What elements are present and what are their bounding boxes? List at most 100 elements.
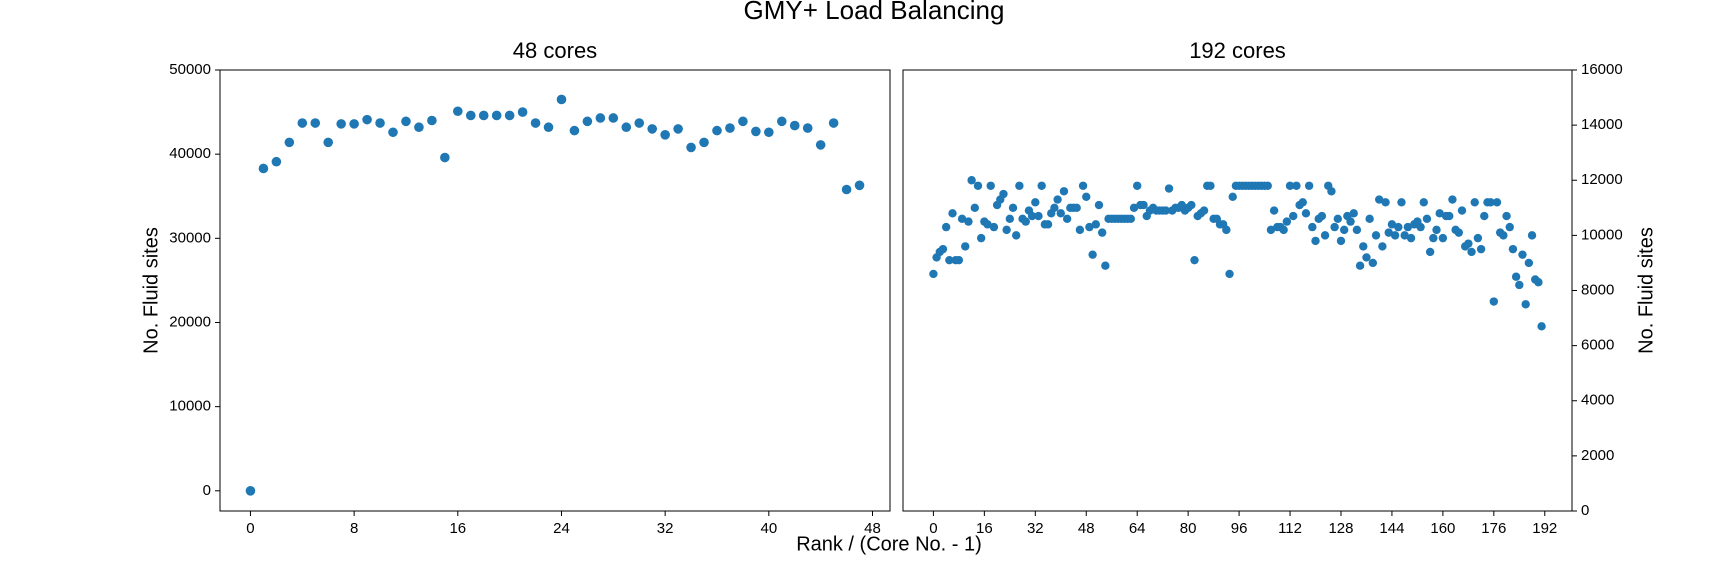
data-point (738, 116, 748, 127)
data-point (1365, 214, 1374, 224)
data-point (1011, 231, 1021, 240)
data-point (1476, 244, 1486, 254)
data-point (660, 130, 670, 140)
x-tick-label: 32 (657, 520, 674, 537)
data-point (1371, 231, 1381, 240)
data-point (310, 118, 321, 128)
data-point (957, 214, 967, 224)
data-point (1381, 198, 1390, 207)
x-tick-label: 24 (553, 520, 570, 537)
x-tick-label: 64 (1129, 520, 1146, 537)
data-point (258, 163, 269, 174)
x-tick-label: 16 (449, 520, 466, 537)
data-point (1534, 278, 1543, 287)
data-point (1199, 206, 1209, 215)
data-point (297, 118, 308, 128)
data-point (1515, 280, 1524, 290)
data-point (1457, 206, 1467, 215)
data-point (712, 125, 722, 136)
data-point (1339, 225, 1349, 235)
data-point (1285, 181, 1295, 190)
data-point (1279, 225, 1288, 235)
data-point (1091, 220, 1101, 229)
data-point (1225, 269, 1234, 279)
data-point (1206, 181, 1215, 190)
data-point (841, 184, 852, 195)
y-tick-label: 10000 (169, 398, 211, 415)
data-point (954, 255, 964, 265)
data-point (1492, 198, 1502, 207)
data-point (401, 116, 411, 127)
data-point (491, 110, 502, 121)
data-point (1317, 211, 1327, 221)
data-point (941, 222, 951, 232)
data-point (999, 189, 1008, 199)
data-point (1425, 247, 1435, 257)
y-tick-label: 0 (1581, 502, 1589, 519)
data-point (1097, 228, 1107, 237)
data-point (1422, 214, 1432, 224)
data-point (1387, 220, 1397, 229)
data-point (1511, 272, 1521, 281)
data-point (414, 122, 424, 133)
data-point (1298, 198, 1307, 207)
data-point (1228, 192, 1237, 201)
data-point (1429, 233, 1438, 243)
y-tick-label: 50000 (169, 61, 211, 78)
data-point (1021, 217, 1030, 226)
data-point (504, 110, 515, 121)
data-point (938, 244, 948, 254)
x-tick-label: 96 (1231, 520, 1248, 537)
data-point (595, 113, 606, 123)
data-point (1050, 203, 1059, 213)
data-point (1419, 198, 1428, 207)
data-point (1075, 225, 1085, 235)
data-point (1072, 203, 1081, 213)
data-point (1521, 300, 1530, 309)
data-point (1394, 222, 1403, 232)
y-tick-label: 16000 (1581, 61, 1623, 78)
data-point (1400, 231, 1409, 240)
data-point (1187, 200, 1196, 210)
data-point (1269, 206, 1279, 215)
data-point (751, 126, 761, 137)
data-point (976, 233, 986, 243)
x-tick-label: 48 (864, 520, 881, 537)
x-tick-label: 16 (976, 520, 993, 537)
x-tick-label: 80 (1180, 520, 1197, 537)
data-point (1043, 220, 1053, 229)
data-point (556, 94, 567, 105)
data-point (1352, 225, 1362, 235)
data-point (1282, 217, 1292, 226)
data-point (802, 123, 813, 133)
data-point (970, 203, 980, 213)
data-point (815, 140, 826, 150)
x-tick-label: 48 (1078, 520, 1095, 537)
data-point (764, 127, 774, 138)
data-point (1384, 228, 1393, 237)
data-point (1368, 258, 1378, 268)
data-point (1161, 206, 1171, 215)
subplot-title: 192 cores (1189, 38, 1286, 63)
y-axis-label: No. Fluid sites (140, 227, 162, 354)
data-point (1445, 211, 1454, 221)
data-point (1489, 297, 1499, 306)
data-point (271, 156, 282, 167)
data-point (1002, 225, 1011, 235)
data-point (647, 124, 657, 134)
data-point (1359, 242, 1368, 251)
data-point (1397, 198, 1406, 207)
data-point (1390, 231, 1400, 240)
data-point (1292, 181, 1301, 190)
data-point (1085, 222, 1094, 232)
data-point (440, 152, 450, 163)
data-point (1062, 214, 1072, 224)
data-point (1263, 181, 1272, 190)
data-point (945, 255, 954, 265)
y-tick-label: 20000 (169, 313, 211, 330)
data-point (1031, 198, 1040, 207)
data-point (789, 120, 800, 131)
data-point (1486, 198, 1495, 207)
x-tick-label: 0 (246, 520, 254, 537)
